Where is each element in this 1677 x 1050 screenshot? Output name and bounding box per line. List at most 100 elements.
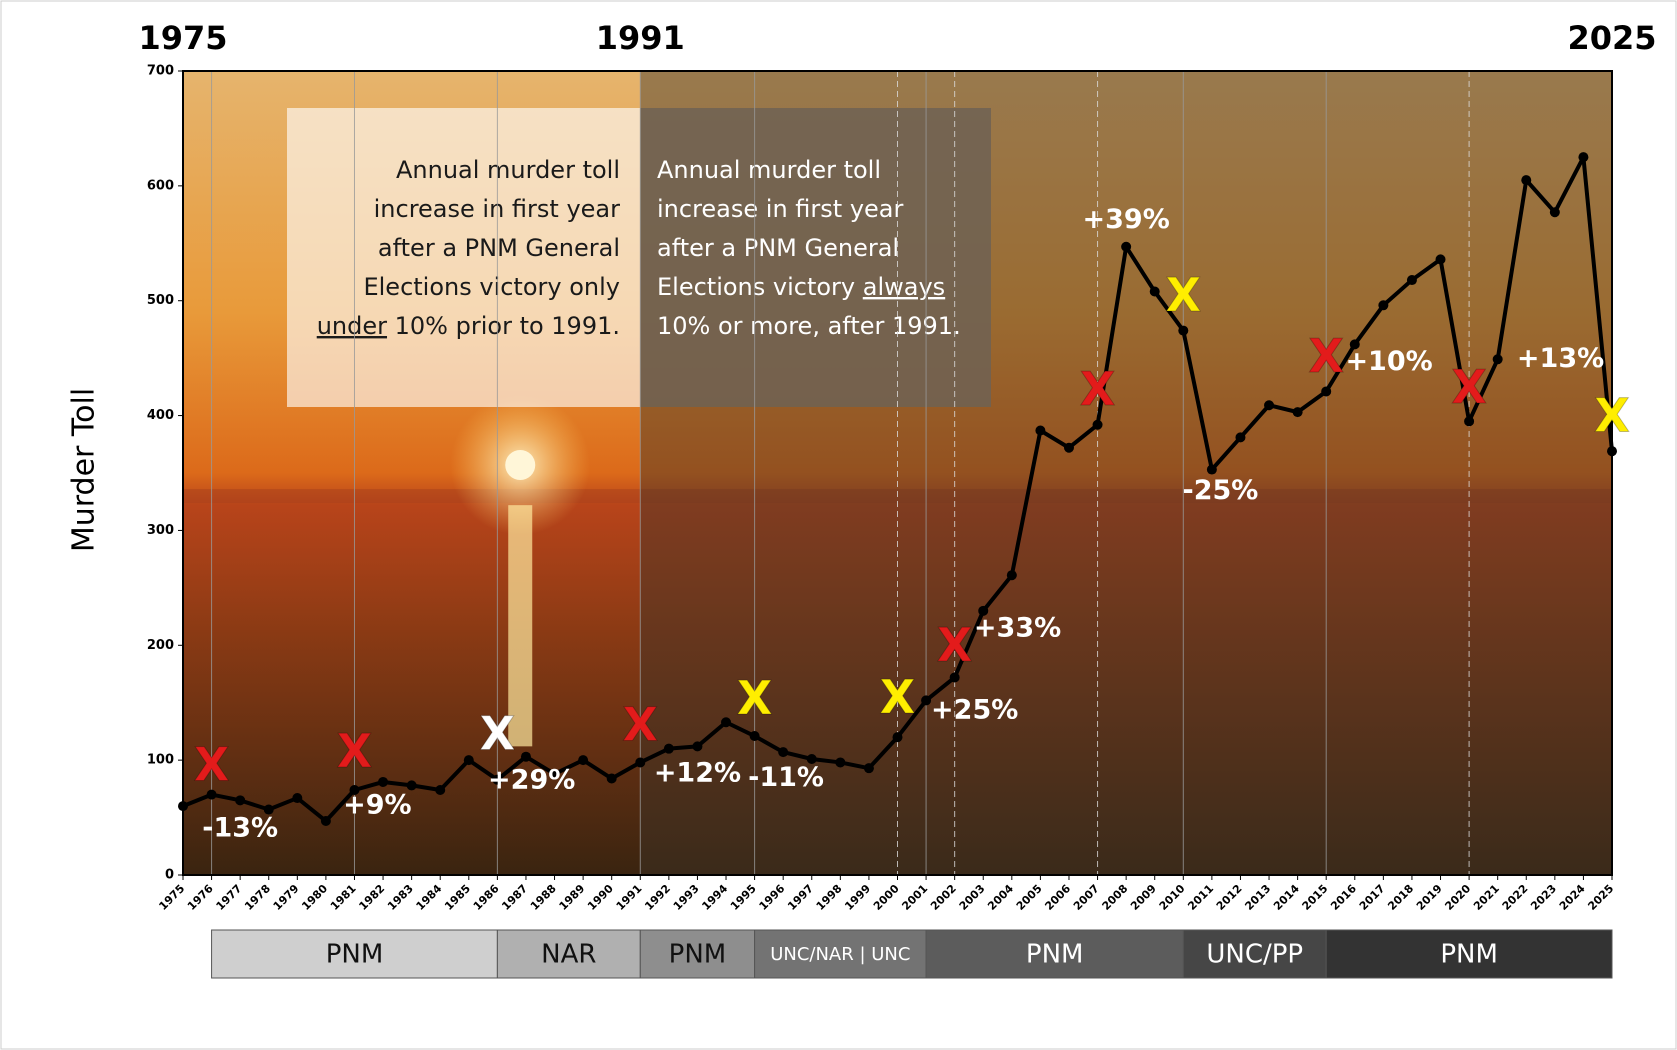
data-point — [320, 816, 331, 827]
x-tick-label: 1985 — [442, 882, 473, 913]
data-point — [292, 793, 303, 804]
x-tick-label: 1992 — [642, 882, 673, 913]
change-label: -11% — [748, 762, 824, 793]
x-tick-label: 2016 — [1328, 882, 1359, 913]
x-tick-label: 2002 — [928, 882, 959, 913]
data-point — [206, 789, 217, 800]
party-label: UNC/NAR | UNC — [770, 944, 910, 965]
data-point — [1378, 300, 1389, 311]
y-tick-label: 300 — [147, 523, 174, 538]
party-label: PNM — [669, 940, 727, 970]
party-label: PNM — [1026, 940, 1084, 970]
election-marker: X — [1080, 362, 1115, 416]
change-label: +10% — [1345, 346, 1432, 377]
x-tick-label: 2012 — [1214, 882, 1245, 913]
change-label: +13% — [1517, 343, 1604, 374]
y-tick-label: 600 — [147, 178, 174, 193]
data-point — [1406, 275, 1417, 286]
data-point — [978, 605, 989, 616]
note-segment: always — [863, 273, 945, 301]
x-tick-label: 1975 — [156, 882, 187, 913]
x-tick-label: 1998 — [814, 882, 845, 913]
data-point — [1206, 464, 1217, 475]
x-tick-label: 2010 — [1157, 882, 1188, 913]
party-band — [925, 929, 1184, 979]
election-marker: X — [880, 670, 915, 724]
x-tick-label: 1980 — [299, 882, 330, 913]
note-segment: Elections victory — [657, 273, 863, 301]
y-tick-label: 200 — [147, 638, 174, 653]
data-point — [1349, 339, 1360, 350]
data-point — [263, 804, 274, 815]
data-point — [749, 731, 760, 742]
data-point — [1235, 432, 1246, 443]
data-point — [406, 780, 417, 791]
x-tick-label: 1995 — [728, 882, 759, 913]
sun-reflection — [508, 505, 533, 747]
change-label: +33% — [974, 613, 1061, 644]
data-point — [692, 741, 703, 752]
x-tick-label: 1994 — [699, 882, 730, 913]
change-label: -13% — [202, 813, 278, 844]
x-tick-label: 2009 — [1128, 882, 1159, 913]
note-box-right — [640, 108, 991, 407]
note-line: increase in first year — [657, 195, 903, 223]
x-tick-label: 1983 — [385, 882, 416, 913]
party-band — [1182, 929, 1327, 979]
data-point — [663, 743, 674, 754]
party-band — [211, 929, 498, 979]
x-tick-label: 1988 — [528, 882, 559, 913]
election-marker: X — [1594, 389, 1629, 443]
x-tick-label: 2005 — [1014, 882, 1045, 913]
data-point — [1063, 442, 1074, 453]
data-point — [435, 785, 446, 796]
x-tick-label: 2021 — [1471, 882, 1502, 913]
data-point — [721, 717, 732, 728]
x-tick-label: 1993 — [671, 882, 702, 913]
change-label: +39% — [1083, 204, 1170, 235]
data-point — [378, 776, 389, 787]
election-marker: X — [480, 707, 515, 761]
x-tick-label: 1977 — [214, 882, 245, 913]
data-point — [492, 774, 503, 785]
data-point — [578, 755, 589, 766]
x-tick-label: 1989 — [557, 882, 588, 913]
x-tick-label: 1991 — [614, 882, 645, 913]
data-point — [606, 773, 617, 784]
party-label: NAR — [541, 940, 596, 970]
data-point — [1006, 570, 1017, 581]
election-marker: X — [937, 618, 972, 672]
x-tick-label: 1997 — [785, 882, 816, 913]
party-band — [639, 929, 756, 979]
data-point — [235, 795, 246, 806]
x-tick-label: 2006 — [1042, 882, 1073, 913]
change-label: +25% — [931, 694, 1018, 725]
party-label: UNC/PP — [1206, 940, 1303, 970]
note-box-left — [287, 108, 641, 407]
data-point — [1092, 419, 1103, 430]
x-tick-label: 2004 — [985, 882, 1016, 913]
note-line: Elections victory only — [363, 273, 620, 301]
x-tick-label: 1996 — [757, 882, 788, 913]
data-point — [1178, 325, 1189, 336]
x-tick-label: 2001 — [899, 882, 930, 913]
data-point — [1464, 416, 1475, 427]
note-segment: 10% prior to 1991. — [387, 312, 620, 340]
x-tick-label: 1990 — [585, 882, 616, 913]
data-point — [349, 785, 360, 796]
x-tick-label: 2017 — [1357, 882, 1388, 913]
note-line: Annual murder toll — [396, 156, 620, 184]
data-point — [463, 755, 474, 766]
note-line: increase in first year — [374, 195, 620, 223]
note-line: 10% or more, after 1991. — [657, 312, 961, 340]
election-marker: X — [194, 738, 229, 792]
y-tick-label: 100 — [147, 753, 174, 768]
data-point — [1578, 152, 1589, 163]
data-point — [835, 757, 846, 768]
data-point — [1607, 446, 1617, 457]
x-tick-label: 1999 — [842, 882, 873, 913]
x-tick-label: 2025 — [1585, 882, 1616, 913]
x-tick-label: 2008 — [1100, 882, 1131, 913]
x-tick-label: 2007 — [1071, 882, 1102, 913]
